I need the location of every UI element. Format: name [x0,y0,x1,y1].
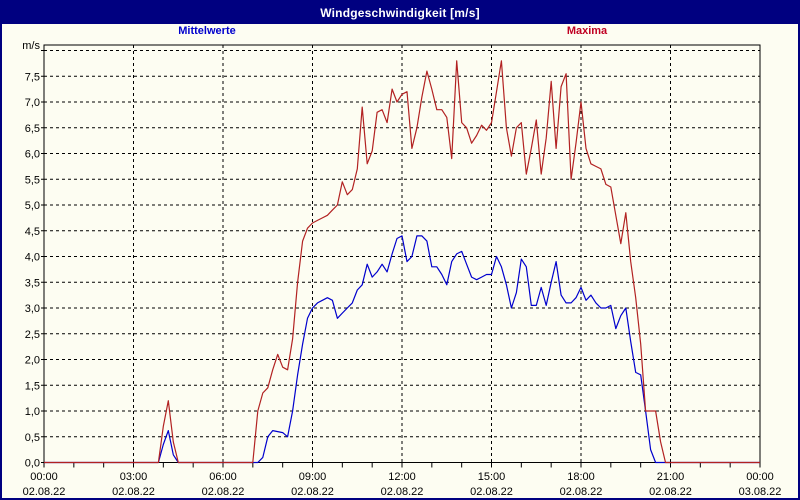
y-tick-label: 0,5 [25,432,40,444]
axis-labels: 0,0 0,5 1,0 1,5 2,0 2,5 3,0 3,5 4,0 4,5 5,0 5,5 6,0 6… [22,40,781,498]
x-tick-date-label: 02.08.22 [649,486,692,498]
x-tick-time-label: 18:00 [567,471,595,483]
x-tick-time-label: 03:00 [120,471,148,483]
y-tick-label: 4,0 [25,252,40,264]
x-tick-date-label: 02.08.22 [112,486,155,498]
plot-frame [43,44,761,463]
x-tick-date-label: 02.08.22 [470,486,513,498]
y-axis-unit-label: m/s [22,40,40,52]
y-tick-label: 6,5 [25,123,40,135]
x-tick-date-label: 03.08.22 [739,486,782,498]
x-tick-time-label: 00:00 [30,471,58,483]
y-tick-label: 2,0 [25,355,40,367]
y-tick-label: 1,0 [25,406,40,418]
x-tick-date-label: 02.08.22 [23,486,66,498]
x-tick-time-label: 00:00 [746,471,774,483]
y-tick-label: 6,0 [25,149,40,161]
x-tick-date-label: 02.08.22 [381,486,424,498]
x-tick-time-label: 06:00 [209,471,237,483]
legend-maxima-label: Maxima [566,25,608,37]
x-tick-date-label: 02.08.22 [560,486,603,498]
y-tick-label: 3,0 [25,303,40,315]
x-tick-time-label: 21:00 [657,471,685,483]
x-tick-time-label: 09:00 [299,471,327,483]
x-tick-time-label: 15:00 [478,471,506,483]
legend-mittelwerte-label: Mittelwerte [178,25,236,37]
y-tick-label: 0,0 [25,458,40,470]
y-gridlines [41,50,760,463]
x-gridlines [133,45,671,463]
x-minor-ticks [43,462,761,468]
x-tick-date-label: 02.08.22 [291,486,334,498]
x-tick-date-label: 02.08.22 [202,486,245,498]
maxima-line [44,60,760,464]
mittelwerte-line [44,235,760,464]
y-tick-label: 1,5 [25,380,40,392]
y-tick-label: 5,5 [25,174,40,186]
title-bar: Windgeschwindigkeit [m/s] [2,2,798,24]
y-tick-label: 3,5 [25,277,40,289]
y-tick-label: 4,5 [25,226,40,238]
y-tick-label: 7,5 [25,71,40,83]
y-tick-label: 5,0 [25,200,40,212]
y-tick-label: 2,5 [25,329,40,341]
x-tick-time-label: 12:00 [388,471,416,483]
chart-title: Windgeschwindigkeit [m/s] [320,6,480,20]
y-tick-label: 7,0 [25,97,40,109]
